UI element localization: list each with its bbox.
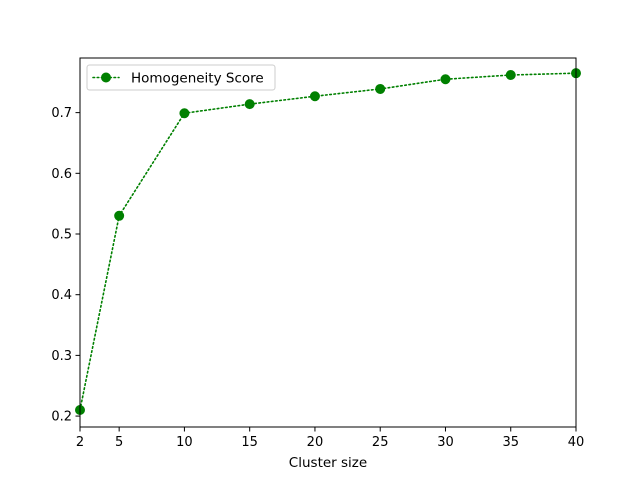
x-tick-label: 10 xyxy=(176,435,193,450)
x-tick-label: 15 xyxy=(241,435,258,450)
y-tick-label: 0.7 xyxy=(51,106,72,121)
legend-box xyxy=(86,64,276,91)
x-tick-label: 35 xyxy=(502,435,519,450)
data-point xyxy=(114,210,125,221)
x-axis-label: Cluster size xyxy=(289,455,367,471)
y-tick-label: 0.3 xyxy=(51,349,72,364)
data-point xyxy=(375,83,386,94)
x-tick-label: 5 xyxy=(115,435,123,450)
x-tick-label: 2 xyxy=(76,435,84,450)
x-tick-label: 40 xyxy=(568,435,585,450)
y-tick-label: 0.4 xyxy=(51,288,72,303)
plot-frame xyxy=(79,57,577,428)
axes-layer: 2 5 10 15 20 25 30 35 400.20.30.40.50.60.7 xyxy=(51,57,585,450)
x-tick-label: 30 xyxy=(437,435,454,450)
x-tick-label: 25 xyxy=(372,435,389,450)
legend-marker xyxy=(101,72,111,83)
data-point xyxy=(309,91,320,102)
y-tick-label: 0.6 xyxy=(51,167,72,182)
legend: Homogeneity Score xyxy=(86,64,276,91)
data-point xyxy=(244,99,255,110)
data-point xyxy=(440,74,451,85)
y-tick-label: 0.2 xyxy=(51,410,72,425)
data-point xyxy=(505,69,516,80)
data-point xyxy=(179,108,190,119)
x-tick-label: 20 xyxy=(307,435,324,450)
legend-label: Homogeneity Score xyxy=(131,71,264,87)
series-layer xyxy=(75,68,581,416)
y-tick-label: 0.5 xyxy=(51,228,72,243)
